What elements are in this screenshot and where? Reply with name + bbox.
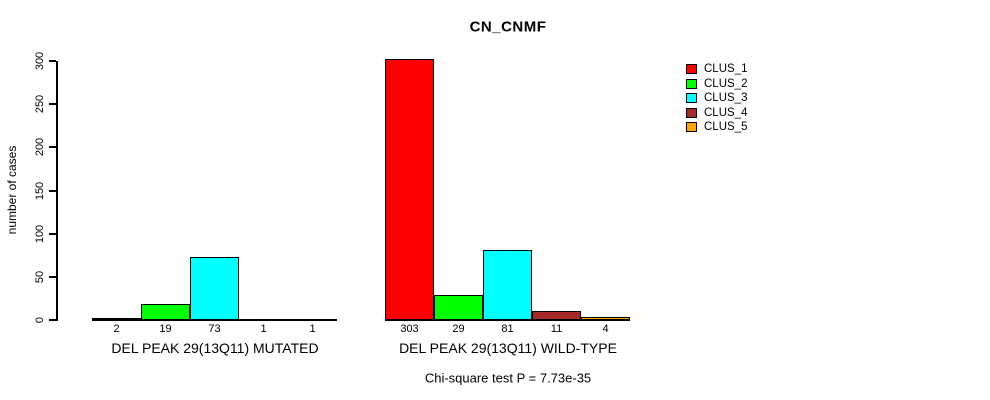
y-axis-line — [56, 61, 58, 321]
y-tick-mark — [49, 103, 56, 105]
y-tick-mark — [49, 190, 56, 192]
y-axis-label: number of cases — [5, 145, 19, 235]
bar-clus_4 — [239, 319, 288, 321]
bar-clus_4 — [532, 311, 581, 320]
legend-swatch-clus_2 — [686, 78, 697, 89]
y-tick-label: 250 — [34, 94, 46, 114]
y-tick-label: 50 — [34, 270, 46, 284]
bar-value-label: 4 — [602, 323, 609, 335]
y-tick-mark — [49, 146, 56, 148]
legend-label: CLUS_3 — [704, 92, 748, 104]
chi-square-annotation: Chi-square test P = 7.73e-35 — [424, 370, 592, 386]
bar-value-label: 303 — [400, 323, 419, 335]
bar-value-label: 19 — [159, 323, 172, 335]
legend: CLUS_1 CLUS_2 CLUS_3 CLUS_4 CLUS_5 — [686, 63, 748, 137]
legend-item-clus_2: CLUS_2 — [686, 77, 748, 90]
bar-value-label: 2 — [113, 323, 120, 335]
y-tick-mark — [49, 319, 56, 321]
legend-item-clus_4: CLUS_4 — [686, 106, 748, 119]
legend-swatch-clus_4 — [686, 107, 697, 118]
bar-clus_5 — [288, 319, 337, 321]
bar-value-label: 81 — [501, 323, 514, 335]
y-tick-label: 150 — [34, 181, 46, 201]
bar-value-label: 11 — [550, 323, 563, 335]
legend-label: CLUS_5 — [704, 121, 748, 133]
bar-clus_2 — [434, 295, 483, 320]
bar-value-label: 1 — [260, 323, 267, 335]
bar-clus_1 — [385, 59, 434, 320]
bar-clus_3 — [190, 257, 239, 320]
group-baseline — [385, 319, 630, 321]
bar-clus_5 — [581, 317, 630, 320]
legend-item-clus_1: CLUS_1 — [686, 63, 748, 75]
legend-label: CLUS_2 — [704, 77, 748, 90]
bar-clus_2 — [141, 304, 190, 320]
y-tick-mark — [49, 233, 56, 235]
y-tick-label: 100 — [34, 224, 46, 244]
y-tick-label: 300 — [34, 51, 46, 71]
bar-value-label: 29 — [452, 323, 465, 335]
group-label-mutated: DEL PEAK 29(13Q11) MUTATED — [111, 340, 319, 356]
group-baseline — [92, 319, 337, 321]
legend-item-clus_3: CLUS_3 — [686, 92, 748, 104]
y-tick-label: 200 — [34, 137, 46, 157]
legend-label: CLUS_1 — [704, 63, 748, 75]
y-tick-mark — [49, 60, 56, 62]
y-tick-label: 0 — [34, 316, 46, 324]
legend-swatch-clus_3 — [686, 93, 697, 103]
legend-swatch-clus_5 — [686, 122, 697, 132]
group-label-wildtype: DEL PEAK 29(13Q11) WILD-TYPE — [399, 340, 617, 356]
y-tick-mark — [49, 276, 56, 278]
bar-value-label: 1 — [309, 323, 316, 335]
chart-title: CN_CNMF — [469, 18, 547, 36]
bar-value-label: 73 — [208, 323, 221, 335]
legend-label: CLUS_4 — [704, 106, 748, 119]
bar-clus_1 — [92, 318, 141, 320]
legend-item-clus_5: CLUS_5 — [686, 121, 748, 133]
bar-clus_3 — [483, 250, 532, 320]
legend-swatch-clus_1 — [686, 64, 697, 74]
